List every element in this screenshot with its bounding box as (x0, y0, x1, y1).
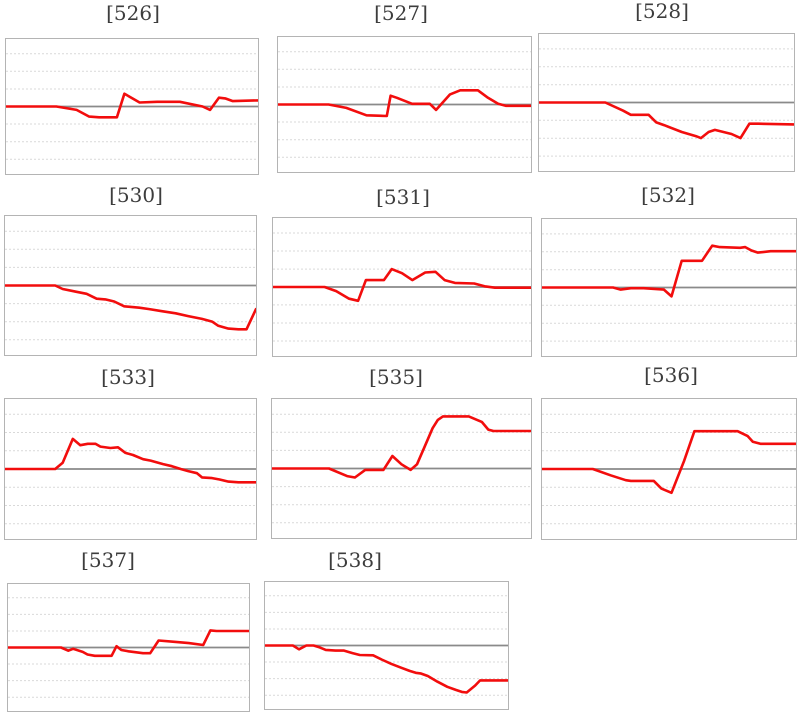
series-line (273, 267, 531, 303)
chart-plot-527 (277, 36, 532, 173)
chart-plot-538 (264, 581, 509, 710)
series-line (272, 415, 531, 479)
series-line (278, 88, 531, 118)
chart-title-527: [527] (374, 1, 428, 25)
series-line (539, 101, 794, 140)
series-line (542, 429, 796, 495)
series-line (5, 284, 256, 331)
chart-title-532: [532] (641, 183, 695, 207)
chart-plot-531 (272, 217, 532, 357)
chart-title-537: [537] (81, 548, 135, 572)
chart-plot-537 (7, 583, 250, 712)
chart-plot-528 (538, 33, 795, 172)
chart-title-531: [531] (376, 185, 430, 209)
chart-title-535: [535] (369, 365, 423, 389)
chart-plot-526 (5, 38, 259, 175)
chart-title-526: [526] (106, 1, 160, 25)
chart-plot-533 (4, 398, 257, 540)
chart-title-533: [533] (101, 365, 155, 389)
chart-title-538: [538] (328, 548, 382, 572)
series-line (8, 629, 249, 658)
chart-plot-530 (4, 215, 257, 356)
chart-plot-536 (541, 398, 797, 540)
series-line (265, 644, 508, 694)
chart-title-536: [536] (644, 363, 698, 387)
chart-plot-535 (271, 398, 532, 539)
chart-plot-532 (541, 218, 797, 357)
series-line (6, 92, 258, 119)
chart-title-530: [530] (109, 183, 163, 207)
series-line (5, 437, 256, 484)
series-line (542, 244, 796, 298)
chart-title-528: [528] (635, 0, 689, 23)
